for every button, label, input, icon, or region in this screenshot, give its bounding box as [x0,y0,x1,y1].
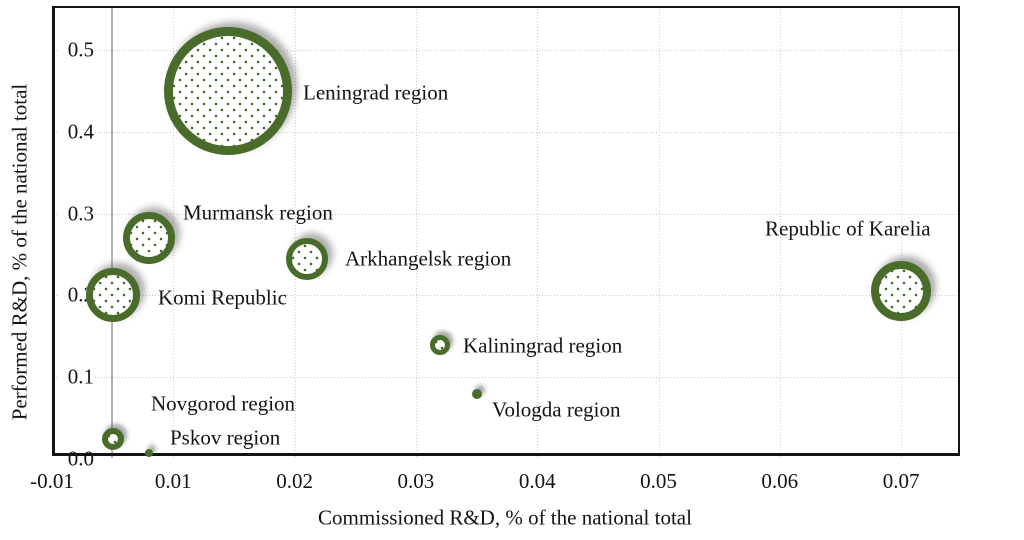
point-label-pskov-region: Pskov region [170,425,281,450]
y-tick-label: 0.4 [58,120,94,144]
y-axis-zero-line [111,8,113,458]
gridline-vertical [294,9,296,457]
gridline-horizontal [56,295,959,297]
gridline-vertical [415,9,417,457]
point-label-komi-republic: Komi Republic [158,285,287,310]
point-label-novgorod-region: Novgorod region [151,391,296,416]
gridline-vertical [901,9,903,457]
point-label-leningrad-region: Leningrad region [303,80,449,105]
point-label-republic-of-karelia: Republic of Karelia [765,216,931,241]
bubble-pskov-region [145,448,153,457]
x-tick-label: -0.01 [30,469,74,493]
y-tick-label: 0.3 [58,202,94,226]
gridline-vertical [779,9,781,457]
gridline-horizontal [56,50,959,51]
y-tick-label: 0.5 [58,38,94,62]
bubble-novgorod-region [101,427,124,450]
point-label-vologda-region: Vologda region [492,397,621,422]
bubble-komi-republic [85,268,140,323]
bubble-kaliningrad-region [430,334,451,355]
bubble-republic-of-karelia [871,261,932,322]
bubble-leningrad-region [163,26,292,155]
bubble-vologda-region [471,388,482,399]
x-tick-label: 0.04 [518,469,556,493]
y-tick-label: 0.1 [58,365,94,389]
x-tick-label: 0.06 [761,469,799,493]
x-tick-label: 0.03 [397,469,435,493]
point-label-kaliningrad-region: Kaliningrad region [463,333,623,358]
gridline-horizontal [56,213,959,215]
x-tick-label: 0.01 [154,469,192,493]
x-tick-label: 0.02 [276,469,313,493]
bubble-arkhangelsk-region [285,237,328,280]
x-axis-title: Commissioned R&D, % of the national tota… [318,505,692,530]
point-label-arkhangelsk-region: Arkhangelsk region [345,246,512,271]
y-axis-title: Performed R&D, % of the national total [7,83,32,421]
x-tick-label: 0.07 [882,469,920,493]
gridline-horizontal [56,377,959,379]
gridline-vertical [537,9,539,457]
gridline-horizontal [56,131,959,133]
y-tick-label: 0.0 [58,447,94,471]
gridline-vertical [658,9,660,457]
point-label-murmansk-region: Murmansk region [183,200,333,225]
x-tick-label: 0.05 [640,469,677,493]
bubble-murmansk-region [123,212,175,265]
